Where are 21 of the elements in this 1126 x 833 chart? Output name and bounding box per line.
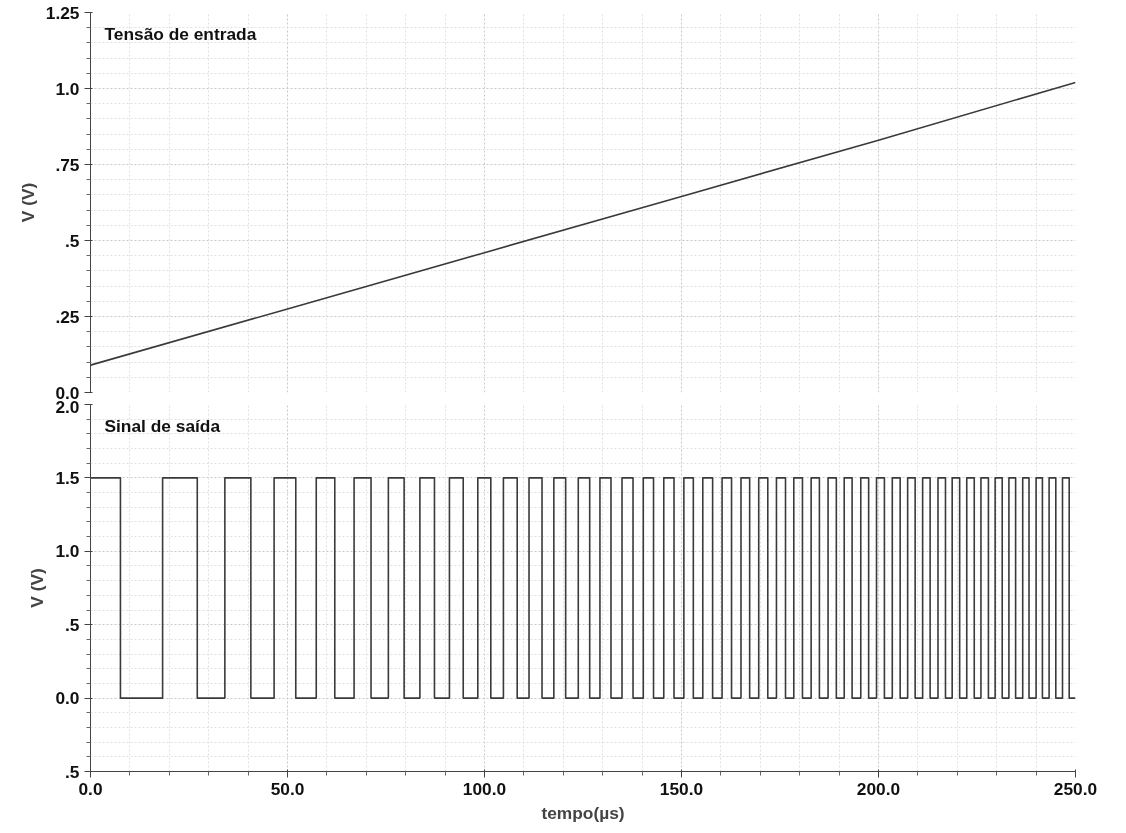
x-axis-title: tempo(µs) bbox=[541, 802, 625, 823]
y-tick-label: .75 bbox=[55, 154, 80, 175]
y-tick-label: 1.25 bbox=[45, 2, 80, 23]
y-axis-title: V (V) bbox=[17, 182, 38, 223]
x-tick-label: 200.0 bbox=[856, 778, 901, 799]
y-tick-label: 1.5 bbox=[55, 467, 80, 488]
y-tick-label: 0.0 bbox=[55, 688, 80, 709]
x-tick-label: 100.0 bbox=[462, 778, 507, 799]
x-tick-label: 250.0 bbox=[1053, 778, 1098, 799]
y-tick-label: 1.0 bbox=[55, 541, 80, 562]
y-tick-label: .5 bbox=[65, 761, 80, 782]
y-tick-label: .5 bbox=[65, 614, 80, 635]
y-tick-label: .25 bbox=[55, 306, 80, 327]
text: Sinal de saída bbox=[104, 415, 221, 436]
text: Tensão de entrada bbox=[104, 23, 257, 44]
y-axis-title: V (V) bbox=[27, 568, 48, 608]
x-tick-label: 0.0 bbox=[78, 778, 103, 799]
x-tick-label: 150.0 bbox=[659, 778, 704, 799]
y-tick-label: .5 bbox=[65, 230, 80, 251]
x-tick-label: 50.0 bbox=[270, 778, 305, 799]
y-tick-label: 1.0 bbox=[55, 78, 80, 99]
